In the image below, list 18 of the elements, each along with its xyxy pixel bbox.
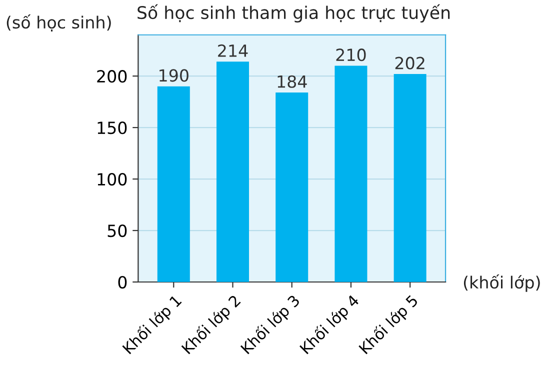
data-label: 190 [160, 69, 188, 82]
bar [157, 86, 190, 282]
y-tick-label: 0 [118, 276, 127, 289]
data-label: 202 [395, 56, 424, 70]
data-label: 210 [336, 48, 366, 62]
y-tick-label: 150 [98, 122, 127, 134]
x-axis-title: (khối lớp) [464, 274, 540, 292]
y-axis-title: (số học sinh) [6, 14, 111, 32]
y-tick-label: 50 [108, 224, 127, 238]
bar [276, 92, 308, 282]
bar [394, 74, 426, 282]
chart-title: Số học sinh tham gia học trực tuyến [138, 4, 450, 22]
bar [334, 66, 368, 282]
y-tick-label: 100 [98, 172, 127, 186]
data-label: 184 [278, 75, 307, 88]
data-label: 214 [218, 44, 248, 57]
y-tick-label: 200 [97, 70, 127, 83]
bar [216, 62, 250, 282]
